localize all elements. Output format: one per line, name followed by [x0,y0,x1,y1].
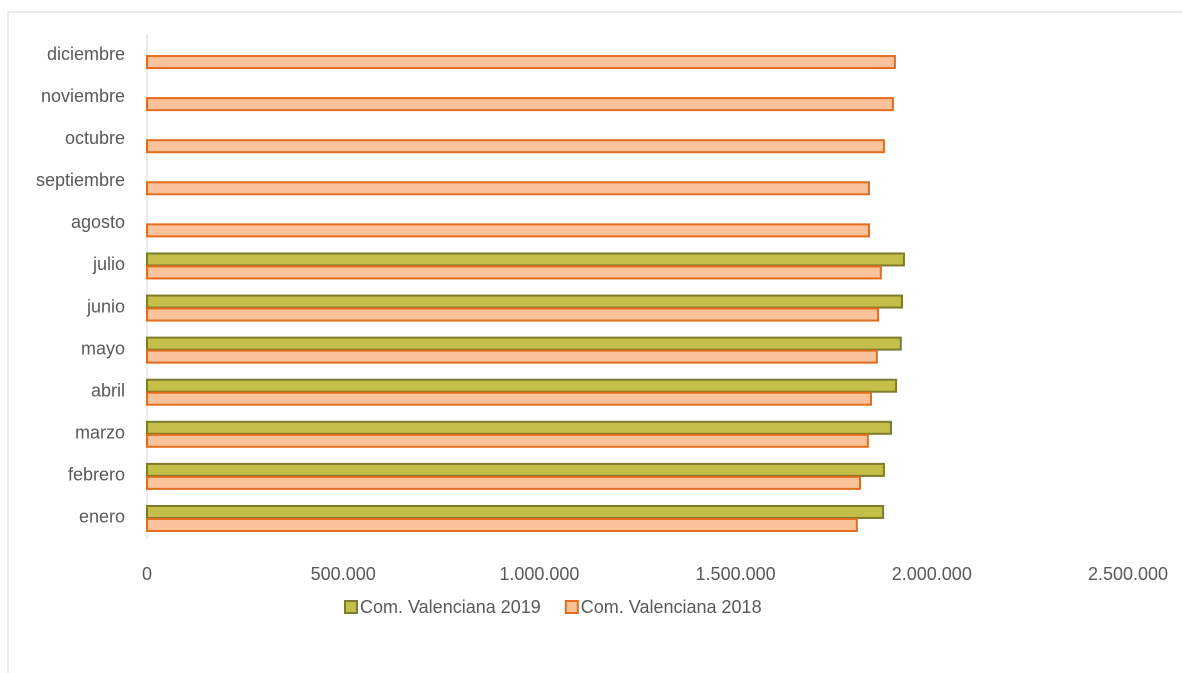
bar [146,294,903,309]
bar [146,378,898,393]
y-tick-label: noviembre [41,86,125,106]
y-tick-label: abril [91,380,125,400]
legend-swatch [564,600,579,614]
legend-label: Com. Valenciana 2018 [581,597,762,617]
x-tick-label: 1.500.000 [696,564,776,584]
bar [146,181,871,196]
bar [146,517,858,532]
bar [146,252,905,267]
bar [146,349,878,364]
y-tick-label: diciembre [47,44,125,64]
bar [146,336,902,351]
bar [146,420,892,435]
bar [146,307,880,322]
bar [146,97,894,112]
bar [146,504,885,519]
y-tick-label: septiembre [36,170,125,190]
y-tick-label: julio [92,254,125,274]
y-tick-label: marzo [75,423,125,443]
y-tick-label: mayo [81,338,125,358]
bar [146,139,885,154]
bar [146,55,896,70]
bar [146,462,885,477]
bar [146,391,872,406]
y-tick-label: octubre [65,128,125,148]
x-tick-label: 2.500.000 [1088,564,1168,584]
y-tick-label: junio [86,296,125,316]
x-tick-label: 0 [142,564,152,584]
bar [146,475,861,490]
x-tick-label: 2.000.000 [892,564,972,584]
y-tick-label: febrero [68,465,125,485]
y-tick-label: enero [79,507,125,527]
x-tick-label: 1.000.000 [499,564,579,584]
legend-label: Com. Valenciana 2019 [360,597,541,617]
y-tick-label: agosto [71,212,125,232]
legend-swatch [344,600,358,614]
x-tick-label: 500.000 [311,564,376,584]
bar [146,433,869,448]
bar [146,223,871,238]
bar [146,265,882,280]
